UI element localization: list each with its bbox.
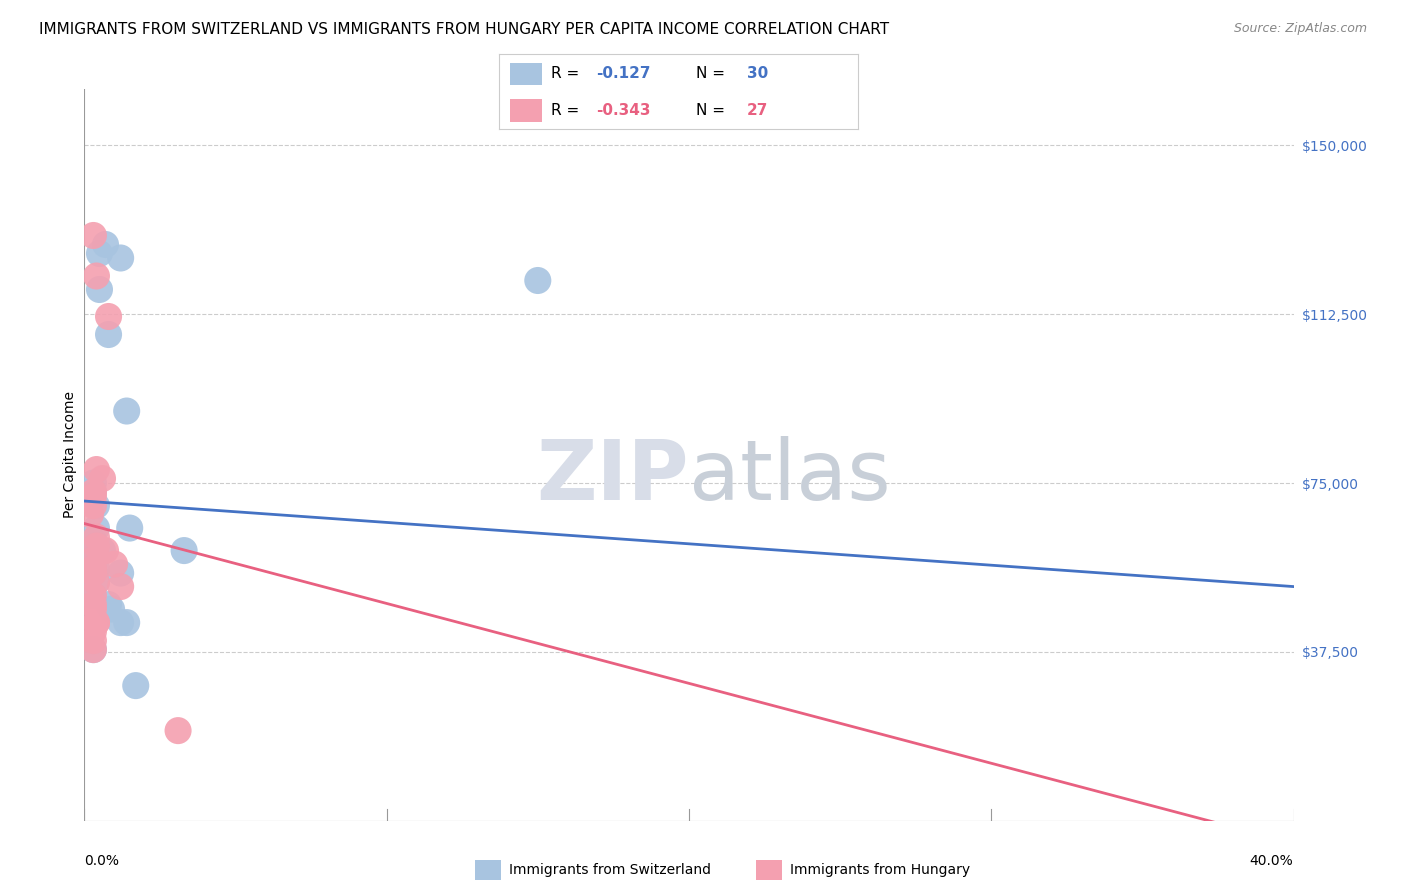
- Point: [86, 521, 108, 535]
- Point: [86, 530, 108, 544]
- Point: [86, 615, 108, 630]
- Point: [86, 575, 108, 590]
- Point: [82, 624, 104, 639]
- Point: [110, 580, 132, 594]
- Point: [91, 543, 114, 558]
- Text: 40.0%: 40.0%: [1250, 854, 1294, 868]
- Text: ZIP: ZIP: [537, 436, 689, 517]
- Text: 27: 27: [747, 103, 768, 118]
- FancyBboxPatch shape: [510, 99, 543, 122]
- Text: R =: R =: [551, 67, 585, 81]
- Point: [104, 557, 127, 571]
- Point: [94, 543, 117, 558]
- Point: [82, 490, 104, 504]
- Point: [82, 589, 104, 603]
- FancyBboxPatch shape: [510, 62, 543, 86]
- Point: [82, 552, 104, 566]
- Point: [82, 566, 104, 580]
- Point: [86, 561, 108, 575]
- Point: [79, 485, 101, 500]
- Point: [82, 557, 104, 571]
- Point: [86, 615, 108, 630]
- Point: [89, 246, 111, 260]
- Text: Source: ZipAtlas.com: Source: ZipAtlas.com: [1233, 22, 1367, 36]
- Point: [110, 615, 132, 630]
- Point: [86, 462, 108, 476]
- Point: [125, 679, 148, 693]
- Point: [82, 499, 104, 513]
- Point: [97, 327, 120, 342]
- Point: [82, 534, 104, 549]
- Text: -0.343: -0.343: [596, 103, 651, 118]
- Point: [110, 251, 132, 265]
- Point: [86, 539, 108, 553]
- Text: N =: N =: [696, 67, 730, 81]
- Text: -0.127: -0.127: [596, 67, 651, 81]
- Point: [110, 566, 132, 580]
- Point: [82, 566, 104, 580]
- Point: [118, 521, 141, 535]
- Text: R =: R =: [551, 103, 585, 118]
- Point: [97, 598, 120, 612]
- Point: [82, 485, 104, 500]
- Text: Immigrants from Hungary: Immigrants from Hungary: [790, 863, 970, 877]
- Point: [173, 543, 195, 558]
- Text: 30: 30: [747, 67, 768, 81]
- Point: [94, 237, 117, 252]
- Text: IMMIGRANTS FROM SWITZERLAND VS IMMIGRANTS FROM HUNGARY PER CAPITA INCOME CORRELA: IMMIGRANTS FROM SWITZERLAND VS IMMIGRANT…: [39, 22, 890, 37]
- Point: [86, 268, 108, 283]
- Text: atlas: atlas: [689, 436, 890, 517]
- Point: [82, 598, 104, 612]
- Point: [82, 642, 104, 657]
- Point: [89, 283, 111, 297]
- Point: [115, 615, 138, 630]
- Point: [82, 476, 104, 491]
- Point: [82, 633, 104, 648]
- Y-axis label: Per Capita Income: Per Capita Income: [63, 392, 77, 518]
- Text: 0.0%: 0.0%: [84, 854, 120, 868]
- Point: [86, 499, 108, 513]
- Text: N =: N =: [696, 103, 730, 118]
- Point: [97, 310, 120, 324]
- Point: [82, 589, 104, 603]
- Point: [167, 723, 190, 738]
- Point: [82, 228, 104, 243]
- Point: [82, 485, 104, 500]
- Point: [82, 561, 104, 575]
- Point: [82, 602, 104, 616]
- Point: [91, 471, 114, 485]
- Point: [115, 404, 138, 418]
- Point: [100, 602, 122, 616]
- Point: [82, 642, 104, 657]
- Text: Immigrants from Switzerland: Immigrants from Switzerland: [509, 863, 711, 877]
- Point: [79, 508, 101, 522]
- Point: [82, 534, 104, 549]
- Point: [527, 273, 550, 287]
- Point: [82, 552, 104, 566]
- Point: [86, 575, 108, 590]
